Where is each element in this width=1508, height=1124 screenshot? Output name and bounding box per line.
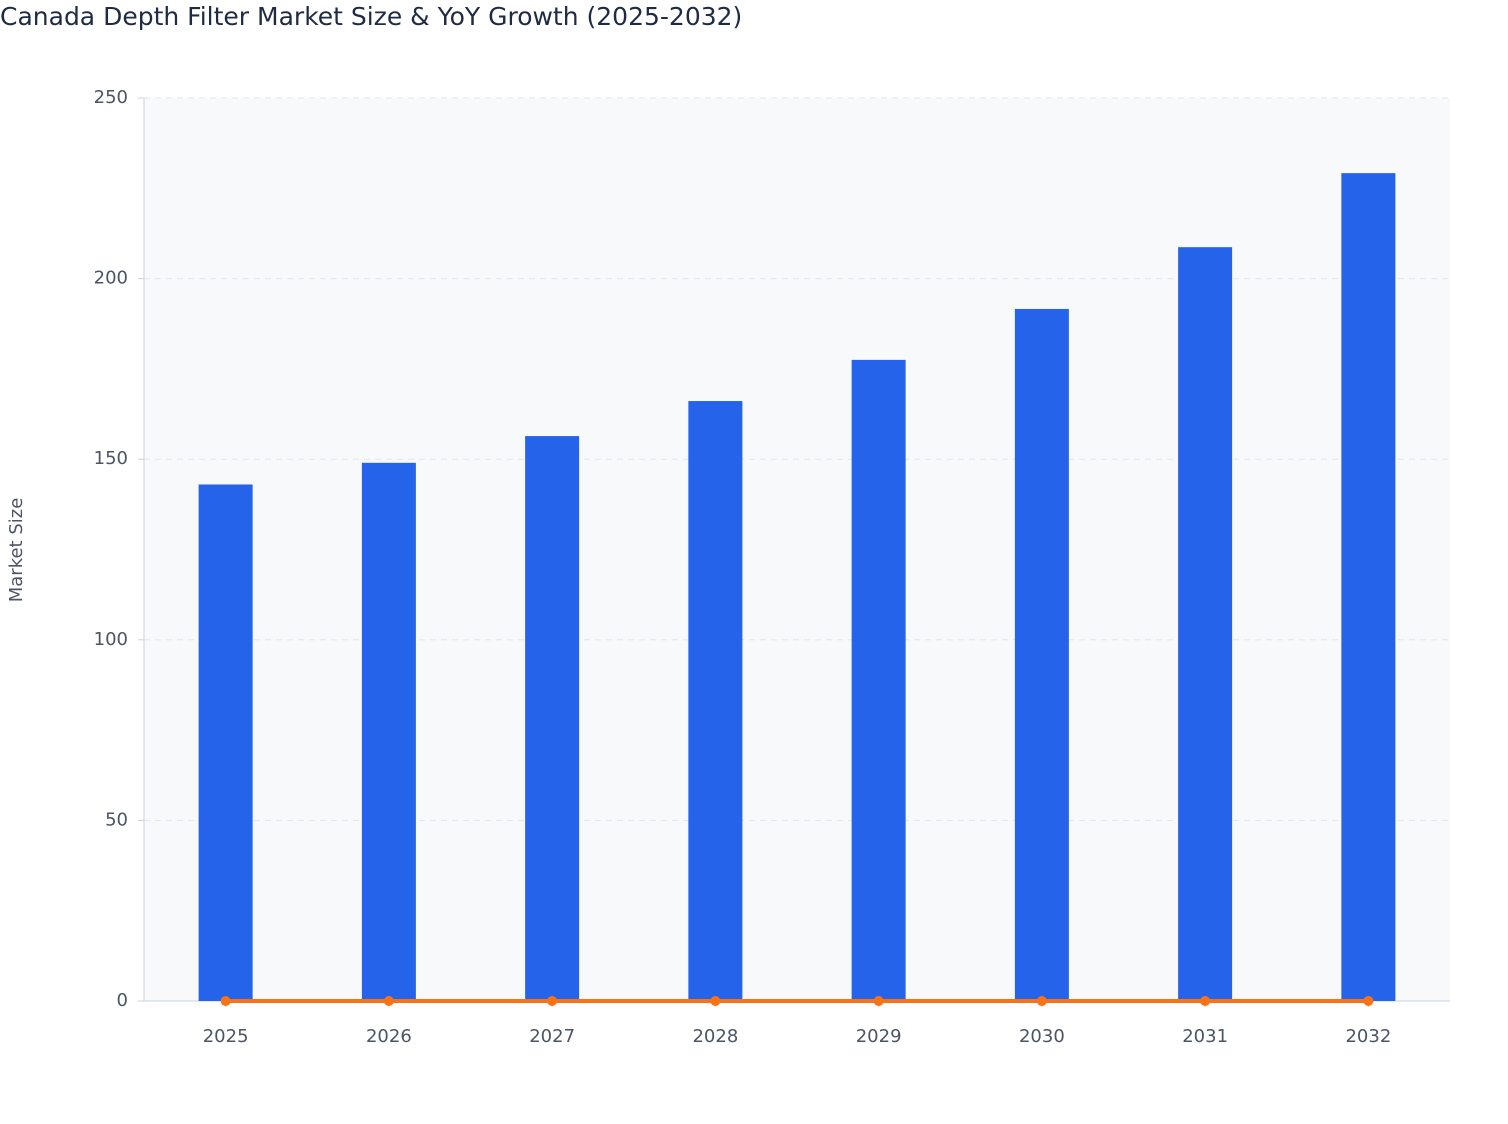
y-axis-label: Market Size — [6, 498, 27, 603]
bar — [198, 484, 253, 1001]
bar — [1014, 308, 1069, 1001]
y-tick-label: 150 — [94, 448, 128, 469]
line-point — [1200, 996, 1211, 1006]
bar — [361, 462, 416, 1001]
x-tick-label: 2027 — [529, 1026, 575, 1047]
line-point — [1036, 996, 1047, 1006]
y-tick-label: 250 — [94, 87, 128, 108]
bar — [1341, 173, 1396, 1002]
x-tick-label: 2029 — [856, 1026, 902, 1047]
x-tick-label: 2030 — [1019, 1026, 1065, 1047]
bar — [1178, 247, 1233, 1001]
line-point — [710, 996, 721, 1006]
x-tick-label: 2031 — [1182, 1026, 1228, 1047]
y-tick-label: 100 — [94, 629, 128, 650]
x-tick-label: 2026 — [366, 1026, 412, 1047]
line-point — [383, 996, 394, 1006]
line-point — [873, 996, 884, 1006]
y-tick-label: 200 — [94, 268, 128, 289]
chart-title: Canada Depth Filter Market Size & YoY Gr… — [0, 2, 742, 31]
line-point — [1363, 996, 1374, 1006]
y-tick-label: 50 — [105, 809, 128, 830]
plot-area — [144, 98, 1450, 1001]
y-tick-label: 0 — [117, 990, 128, 1011]
x-tick-label: 2028 — [692, 1026, 738, 1047]
x-tick-label: 2032 — [1345, 1026, 1391, 1047]
x-tick-label: 2025 — [203, 1026, 249, 1047]
bar — [688, 401, 743, 1001]
line-point — [220, 996, 231, 1006]
bar — [851, 359, 906, 1001]
bar — [525, 436, 580, 1001]
line-point — [547, 996, 558, 1006]
